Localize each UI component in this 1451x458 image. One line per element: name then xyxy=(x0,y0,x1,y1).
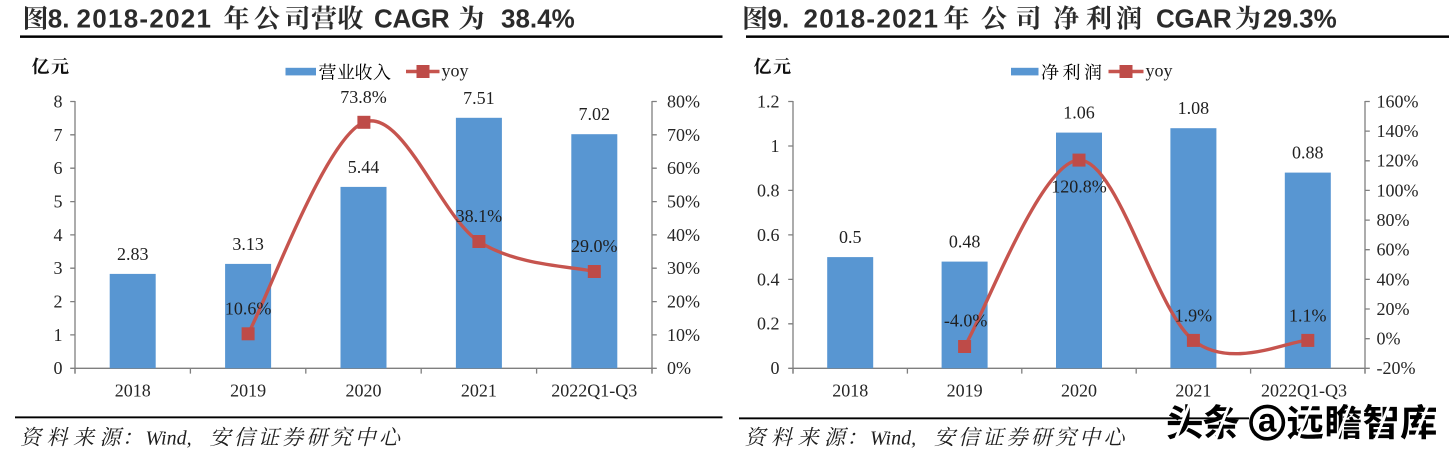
svg-text:2021: 2021 xyxy=(461,381,497,401)
svg-text:2018: 2018 xyxy=(832,381,868,401)
svg-text:8.: 8. xyxy=(48,4,70,34)
svg-text:Wind,: Wind, xyxy=(870,428,916,450)
svg-text:CAGR: CAGR xyxy=(374,4,450,34)
svg-text:1.2: 1.2 xyxy=(757,91,780,111)
svg-text:0%: 0% xyxy=(667,358,691,378)
svg-text:2018: 2018 xyxy=(115,381,151,401)
svg-text:Wind,: Wind, xyxy=(146,428,192,450)
svg-text:120%: 120% xyxy=(1377,151,1419,171)
svg-text:0: 0 xyxy=(54,358,63,378)
svg-text:yoy: yoy xyxy=(442,61,469,81)
svg-text:140%: 140% xyxy=(1377,121,1419,141)
svg-text:30%: 30% xyxy=(667,258,700,278)
svg-text:2021: 2021 xyxy=(1175,381,1211,401)
svg-text:0.5: 0.5 xyxy=(839,227,862,247)
svg-text:50%: 50% xyxy=(667,192,700,212)
svg-text:70%: 70% xyxy=(667,125,700,145)
svg-text:1.9%: 1.9% xyxy=(1175,305,1213,325)
svg-text:2019: 2019 xyxy=(947,381,983,401)
svg-text:0%: 0% xyxy=(1377,329,1401,349)
svg-text:4: 4 xyxy=(54,225,63,245)
svg-text:1: 1 xyxy=(54,325,63,345)
svg-text:0.6: 0.6 xyxy=(757,225,780,245)
svg-text:2020: 2020 xyxy=(346,381,382,401)
svg-text:1.06: 1.06 xyxy=(1063,103,1095,123)
svg-text:0.48: 0.48 xyxy=(949,232,981,252)
svg-text:7.02: 7.02 xyxy=(579,104,611,124)
svg-text:3: 3 xyxy=(54,258,63,278)
svg-text:3.13: 3.13 xyxy=(232,234,264,254)
svg-text:2018-2021: 2018-2021 xyxy=(77,4,213,34)
svg-text:2.83: 2.83 xyxy=(117,244,149,264)
svg-text:0.88: 0.88 xyxy=(1292,143,1324,163)
svg-text:0.8: 0.8 xyxy=(757,180,780,200)
svg-text:100%: 100% xyxy=(1377,180,1419,200)
svg-text:10%: 10% xyxy=(667,325,700,345)
svg-text:7.51: 7.51 xyxy=(463,88,495,108)
svg-text:20%: 20% xyxy=(1377,299,1410,319)
svg-text:6: 6 xyxy=(54,158,63,178)
svg-text:0.4: 0.4 xyxy=(757,269,780,289)
svg-text:2022Q1-Q3: 2022Q1-Q3 xyxy=(1261,381,1347,401)
svg-text:9.: 9. xyxy=(768,4,790,34)
svg-text:-4.0%: -4.0% xyxy=(944,311,988,331)
svg-text:60%: 60% xyxy=(1377,240,1410,260)
svg-text:7: 7 xyxy=(54,125,63,145)
svg-text:73.8%: 73.8% xyxy=(340,87,387,107)
svg-text:10.6%: 10.6% xyxy=(225,298,272,318)
svg-text:a: a xyxy=(1258,402,1277,439)
svg-text:40%: 40% xyxy=(1377,269,1410,289)
svg-text:80%: 80% xyxy=(1377,210,1410,230)
svg-text:2: 2 xyxy=(54,292,63,312)
svg-text:2019: 2019 xyxy=(230,381,266,401)
svg-text:0.2: 0.2 xyxy=(757,314,780,334)
svg-text:CGAR: CGAR xyxy=(1156,4,1232,34)
svg-text:80%: 80% xyxy=(667,91,700,111)
svg-text:0: 0 xyxy=(771,358,780,378)
svg-text:29.0%: 29.0% xyxy=(571,236,618,256)
svg-text:5: 5 xyxy=(54,192,63,212)
svg-text:38.4%: 38.4% xyxy=(501,4,575,34)
svg-text:29.3%: 29.3% xyxy=(1263,4,1337,34)
svg-text:120.8%: 120.8% xyxy=(1051,177,1107,197)
svg-text:yoy: yoy xyxy=(1146,61,1173,81)
svg-text:8: 8 xyxy=(54,91,63,111)
svg-text:40%: 40% xyxy=(667,225,700,245)
svg-text:1.08: 1.08 xyxy=(1178,98,1210,118)
svg-text:2018-2021: 2018-2021 xyxy=(804,4,940,34)
svg-text:1: 1 xyxy=(771,136,780,156)
svg-text:20%: 20% xyxy=(667,292,700,312)
svg-text:2022Q1-Q3: 2022Q1-Q3 xyxy=(551,381,637,401)
svg-text:2020: 2020 xyxy=(1061,381,1097,401)
svg-text:1.1%: 1.1% xyxy=(1289,305,1327,325)
svg-text:60%: 60% xyxy=(667,158,700,178)
svg-text:160%: 160% xyxy=(1377,91,1419,111)
svg-text:5.44: 5.44 xyxy=(348,157,380,177)
svg-text:38.1%: 38.1% xyxy=(456,206,503,226)
svg-text:-20%: -20% xyxy=(1377,358,1416,378)
